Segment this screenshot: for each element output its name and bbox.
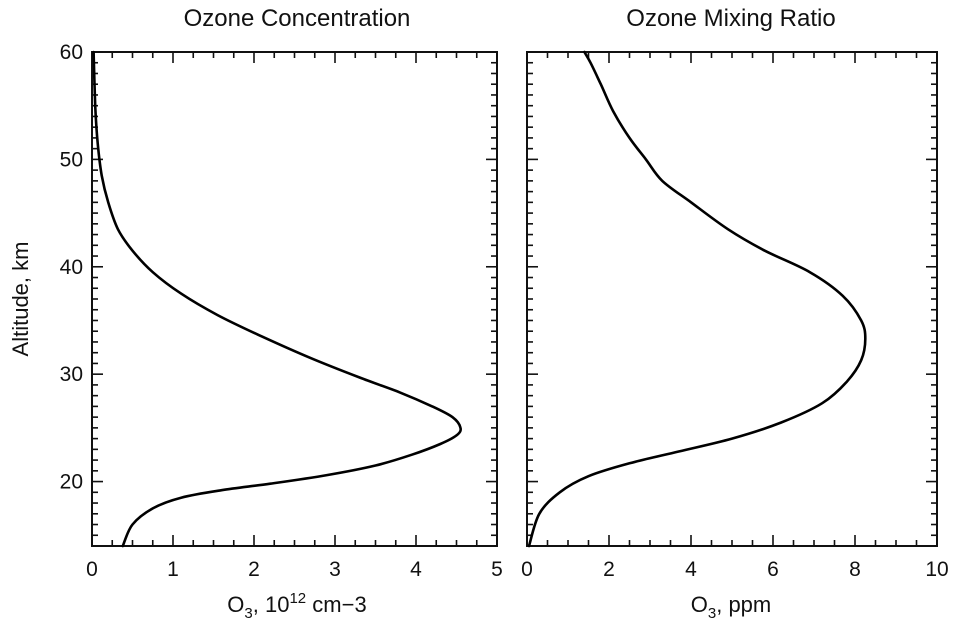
x-tick-label: 4 xyxy=(685,558,697,581)
y-tick-label: 60 xyxy=(60,41,83,64)
plot-frame-concentration xyxy=(91,51,498,547)
chart-title-concentration: Ozone Concentration xyxy=(184,5,411,32)
tick-labels-mixing-ratio: 0 2 4 6 8 10 xyxy=(521,558,949,581)
x-tick-label: 1 xyxy=(167,558,179,581)
concentration-curve xyxy=(92,50,462,548)
ticks-mixing-ratio xyxy=(526,51,938,546)
x-tick-label: 2 xyxy=(603,558,615,581)
x-tick-label: 0 xyxy=(521,558,533,581)
x-tick-label: 0 xyxy=(86,558,98,581)
x-axis-label-mixing-ratio: O3, ppm xyxy=(691,592,772,622)
y-tick-label: 30 xyxy=(60,363,83,386)
tick-labels-concentration: 0 1 2 3 4 5 20 30 40 50 60 xyxy=(60,41,503,581)
x-tick-label: 5 xyxy=(491,558,503,581)
x-tick-label: 4 xyxy=(410,558,422,581)
ticks-concentration xyxy=(91,51,498,546)
x-tick-label: 2 xyxy=(248,558,260,581)
x-tick-label: 8 xyxy=(849,558,861,581)
y-tick-label: 20 xyxy=(60,471,83,494)
panel-ozone-mixing-ratio: Ozone Mixing Ratio 0 2 4 6 8 10 O3, ppm xyxy=(521,5,949,622)
x-axis-label-concentration: O3, 1012 cm−3 xyxy=(227,590,366,622)
panel-ozone-concentration: Ozone Concentration 0 1 2 3 4 5 20 30 40 50 60 O3,… xyxy=(8,5,503,622)
plot-frame-mixing-ratio xyxy=(526,51,938,547)
y-axis-label: Altitude, km xyxy=(8,242,33,357)
mixing-ratio-curve xyxy=(527,50,867,548)
y-tick-label: 50 xyxy=(60,148,83,171)
chart-title-mixing-ratio: Ozone Mixing Ratio xyxy=(626,5,835,32)
x-tick-label: 3 xyxy=(329,558,341,581)
x-tick-label: 6 xyxy=(767,558,779,581)
y-tick-label: 40 xyxy=(60,256,83,279)
x-tick-label: 10 xyxy=(925,558,948,581)
